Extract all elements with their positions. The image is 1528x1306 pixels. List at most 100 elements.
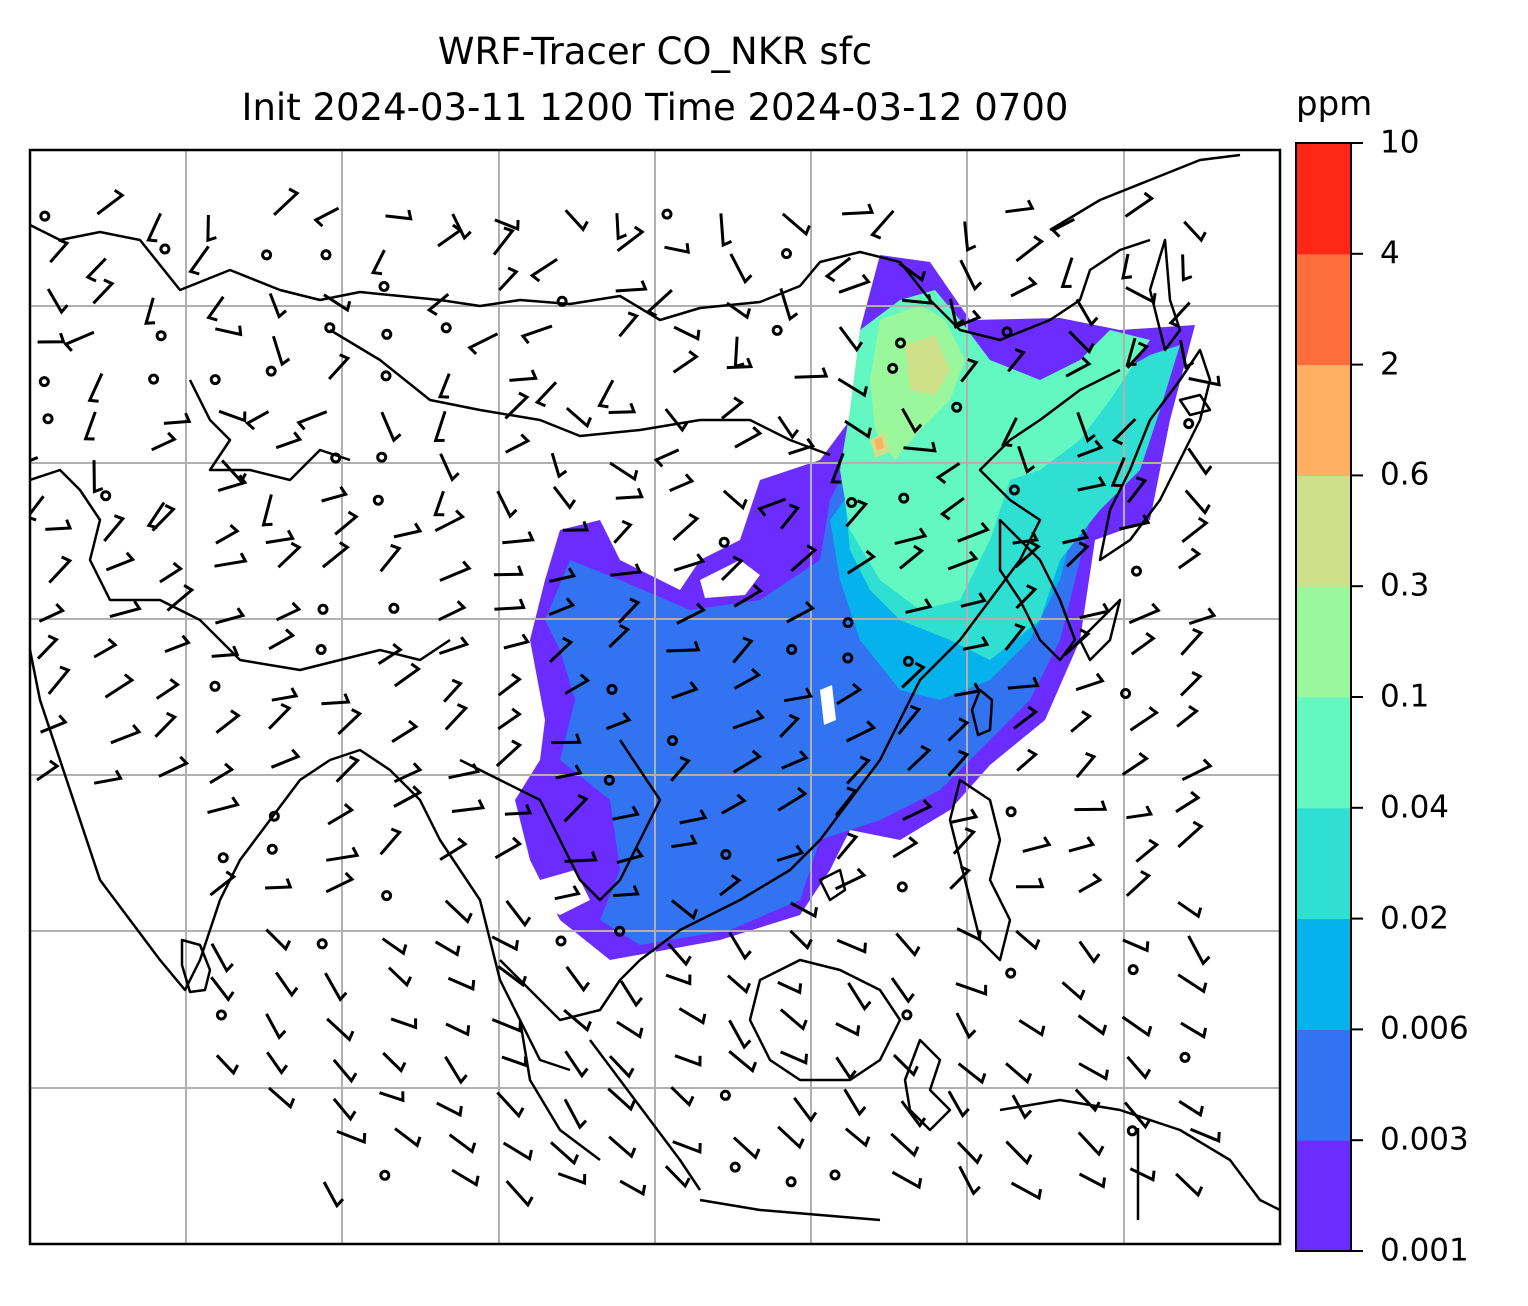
calm-wind-marker — [842, 617, 854, 629]
wind-barb — [605, 712, 632, 731]
wind-barb — [947, 749, 970, 777]
wind-barb — [550, 1141, 579, 1166]
wind-barb — [1175, 1172, 1204, 1198]
wind-barb — [846, 755, 872, 785]
wind-barb — [379, 1091, 405, 1103]
wind-barb — [955, 982, 988, 997]
wind-barb — [1125, 870, 1152, 897]
wind-barb — [905, 598, 933, 614]
calm-wind-marker — [898, 492, 910, 504]
wind-barb — [1022, 836, 1052, 853]
colorbar-tick-label: 0.04 — [1380, 789, 1450, 826]
wind-barb — [891, 1170, 923, 1190]
wind-barb — [47, 665, 71, 695]
wind-barb — [563, 1098, 588, 1130]
wind-barb — [498, 266, 519, 292]
wind-barb — [387, 966, 413, 988]
wind-barb — [40, 714, 68, 734]
wind-barb — [947, 717, 970, 742]
wind-barb — [393, 522, 423, 539]
wind-barb — [1110, 457, 1126, 488]
calm-wind-marker — [896, 881, 908, 893]
wind-barb — [670, 756, 691, 782]
wind-barb — [953, 309, 982, 329]
wind-barb — [960, 358, 979, 383]
wind-barb — [780, 1050, 808, 1066]
wind-barb — [679, 809, 708, 825]
wind-barb — [728, 1019, 752, 1050]
wind-barb — [505, 899, 532, 928]
wind-barb — [1125, 286, 1157, 305]
wind-barb — [92, 460, 104, 494]
wind-barb — [844, 1127, 871, 1148]
wind-barb — [36, 759, 60, 782]
wind-barb — [608, 1055, 635, 1079]
calm-wind-marker — [1001, 326, 1013, 338]
wind-barb — [261, 494, 273, 527]
wind-barb — [206, 295, 225, 322]
wind-barb — [1078, 1062, 1109, 1081]
wind-barb — [426, 293, 450, 316]
wind-barb — [613, 885, 640, 898]
colorbar-tick-label: 4 — [1380, 235, 1400, 272]
wind-barb — [844, 419, 872, 439]
wind-barb — [332, 1058, 358, 1084]
wind-barb — [608, 623, 631, 649]
wind-barb — [892, 1053, 919, 1077]
calm-wind-marker — [38, 376, 50, 388]
wind-barb — [789, 929, 813, 951]
wind-barb — [38, 603, 66, 623]
wind-barb — [209, 762, 235, 785]
wind-barb — [845, 720, 877, 743]
field-gap-hainan — [820, 685, 836, 725]
wind-barb — [781, 212, 811, 237]
wind-barb — [444, 899, 473, 925]
wind-barb — [906, 744, 932, 772]
wind-barb — [619, 1179, 647, 1197]
calm-wind-marker — [100, 490, 112, 502]
calm-wind-marker — [39, 210, 51, 222]
wind-barb — [1176, 704, 1200, 728]
wind-barb — [497, 673, 522, 697]
map-title-line2: Init 2024-03-11 1200 Time 2024-03-12 070… — [241, 86, 1069, 129]
calm-wind-marker — [209, 374, 221, 386]
wind-barb — [900, 1100, 927, 1128]
wind-barb — [209, 870, 237, 897]
wind-barb — [1075, 752, 1097, 779]
wind-barb — [834, 867, 867, 891]
calm-wind-marker — [1005, 806, 1017, 818]
wind-barb — [85, 257, 107, 283]
wind-barb — [438, 636, 470, 655]
wind-barb — [151, 504, 176, 532]
calm-wind-marker — [667, 735, 678, 747]
wind-barb — [1177, 901, 1203, 919]
wind-barb — [268, 292, 287, 319]
wind-barb — [1015, 584, 1038, 610]
wind-barb — [892, 836, 919, 859]
wind-barb — [609, 461, 639, 482]
wind-barb — [756, 497, 787, 517]
wind-barb — [45, 519, 73, 531]
wind-barb — [563, 1008, 592, 1033]
wind-barb — [956, 1141, 983, 1165]
wind-barb — [664, 1165, 691, 1189]
colorbar-tick-label: 0.001 — [1380, 1232, 1469, 1269]
wind-barb — [728, 931, 752, 961]
wind-barb — [1177, 820, 1204, 849]
wind-barb — [957, 521, 991, 543]
wind-barb — [952, 827, 977, 855]
wind-barb — [215, 1054, 240, 1076]
wind-barb — [962, 635, 990, 651]
calm-wind-marker — [315, 644, 327, 655]
wind-barb — [496, 1091, 525, 1119]
calm-wind-marker — [603, 774, 615, 786]
wind-barb — [564, 673, 591, 695]
wind-barb — [670, 899, 698, 921]
wind-barb — [1181, 758, 1213, 782]
wind-barb — [615, 213, 628, 241]
map-title-line1: WRF-Tracer CO_NKR sfc — [437, 30, 873, 73]
wind-barb — [1188, 607, 1217, 626]
wind-barb — [673, 553, 706, 572]
calm-wind-marker — [381, 890, 393, 902]
wind-barb — [451, 799, 486, 813]
